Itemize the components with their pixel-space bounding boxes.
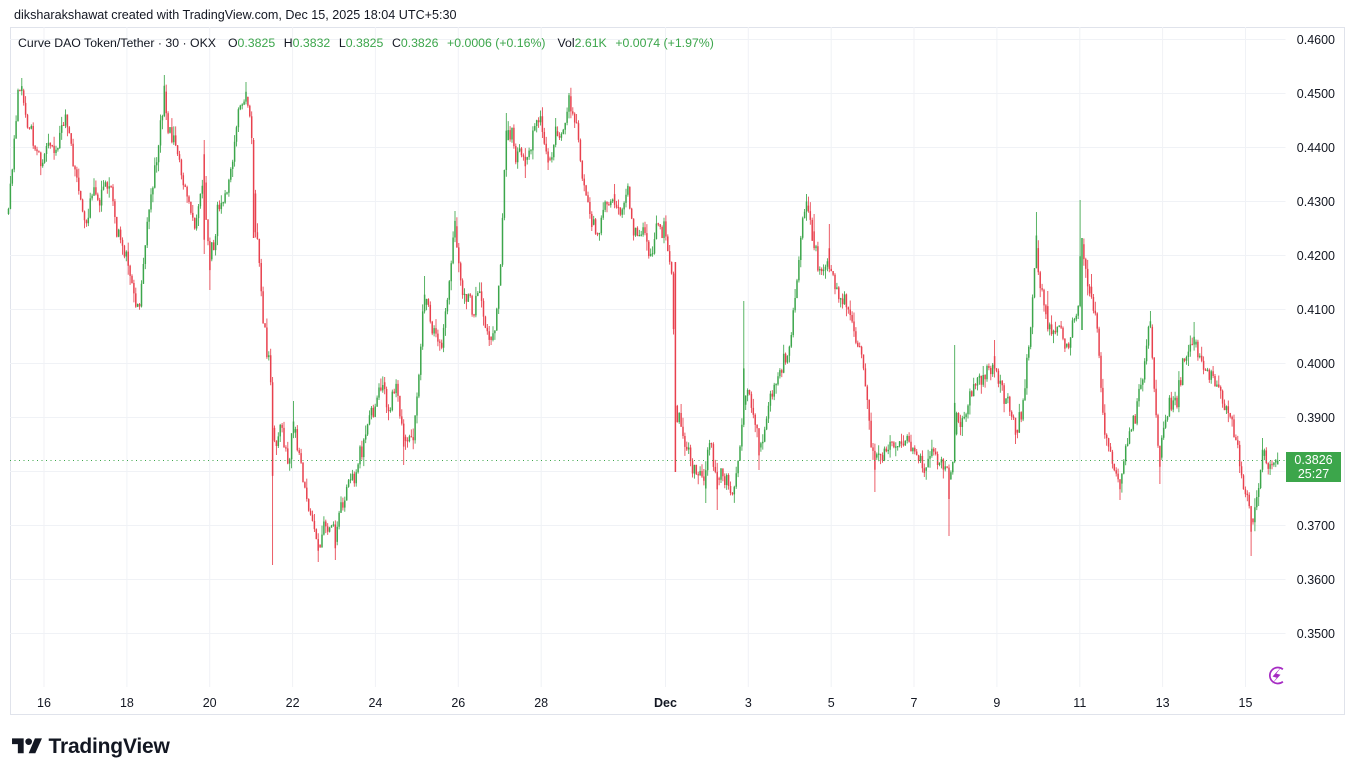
- svg-text:0.4100: 0.4100: [1297, 303, 1335, 317]
- svg-text:25:27: 25:27: [1298, 467, 1329, 481]
- svg-text:0.3600: 0.3600: [1297, 573, 1335, 587]
- svg-text:18: 18: [120, 696, 134, 710]
- svg-text:Dec: Dec: [654, 696, 677, 710]
- svg-text:0.3700: 0.3700: [1297, 519, 1335, 533]
- svg-text:0.3500: 0.3500: [1297, 627, 1335, 641]
- svg-text:0.4300: 0.4300: [1297, 195, 1335, 209]
- svg-text:20: 20: [203, 696, 217, 710]
- svg-text:22: 22: [286, 696, 300, 710]
- svg-text:0.4500: 0.4500: [1297, 87, 1335, 101]
- svg-text:0.4400: 0.4400: [1297, 141, 1335, 155]
- svg-text:0.3900: 0.3900: [1297, 411, 1335, 425]
- svg-text:26: 26: [451, 696, 465, 710]
- svg-text:0.4200: 0.4200: [1297, 249, 1335, 263]
- svg-text:9: 9: [993, 696, 1000, 710]
- svg-text:0.3826: 0.3826: [1294, 453, 1332, 467]
- svg-text:5: 5: [828, 696, 835, 710]
- svg-text:0.4600: 0.4600: [1297, 33, 1335, 47]
- svg-text:7: 7: [911, 696, 918, 710]
- svg-text:15: 15: [1239, 696, 1253, 710]
- svg-text:24: 24: [368, 696, 382, 710]
- svg-text:13: 13: [1156, 696, 1170, 710]
- svg-text:0.4000: 0.4000: [1297, 357, 1335, 371]
- svg-text:11: 11: [1073, 696, 1086, 710]
- svg-text:28: 28: [534, 696, 548, 710]
- svg-text:16: 16: [37, 696, 51, 710]
- svg-text:3: 3: [745, 696, 752, 710]
